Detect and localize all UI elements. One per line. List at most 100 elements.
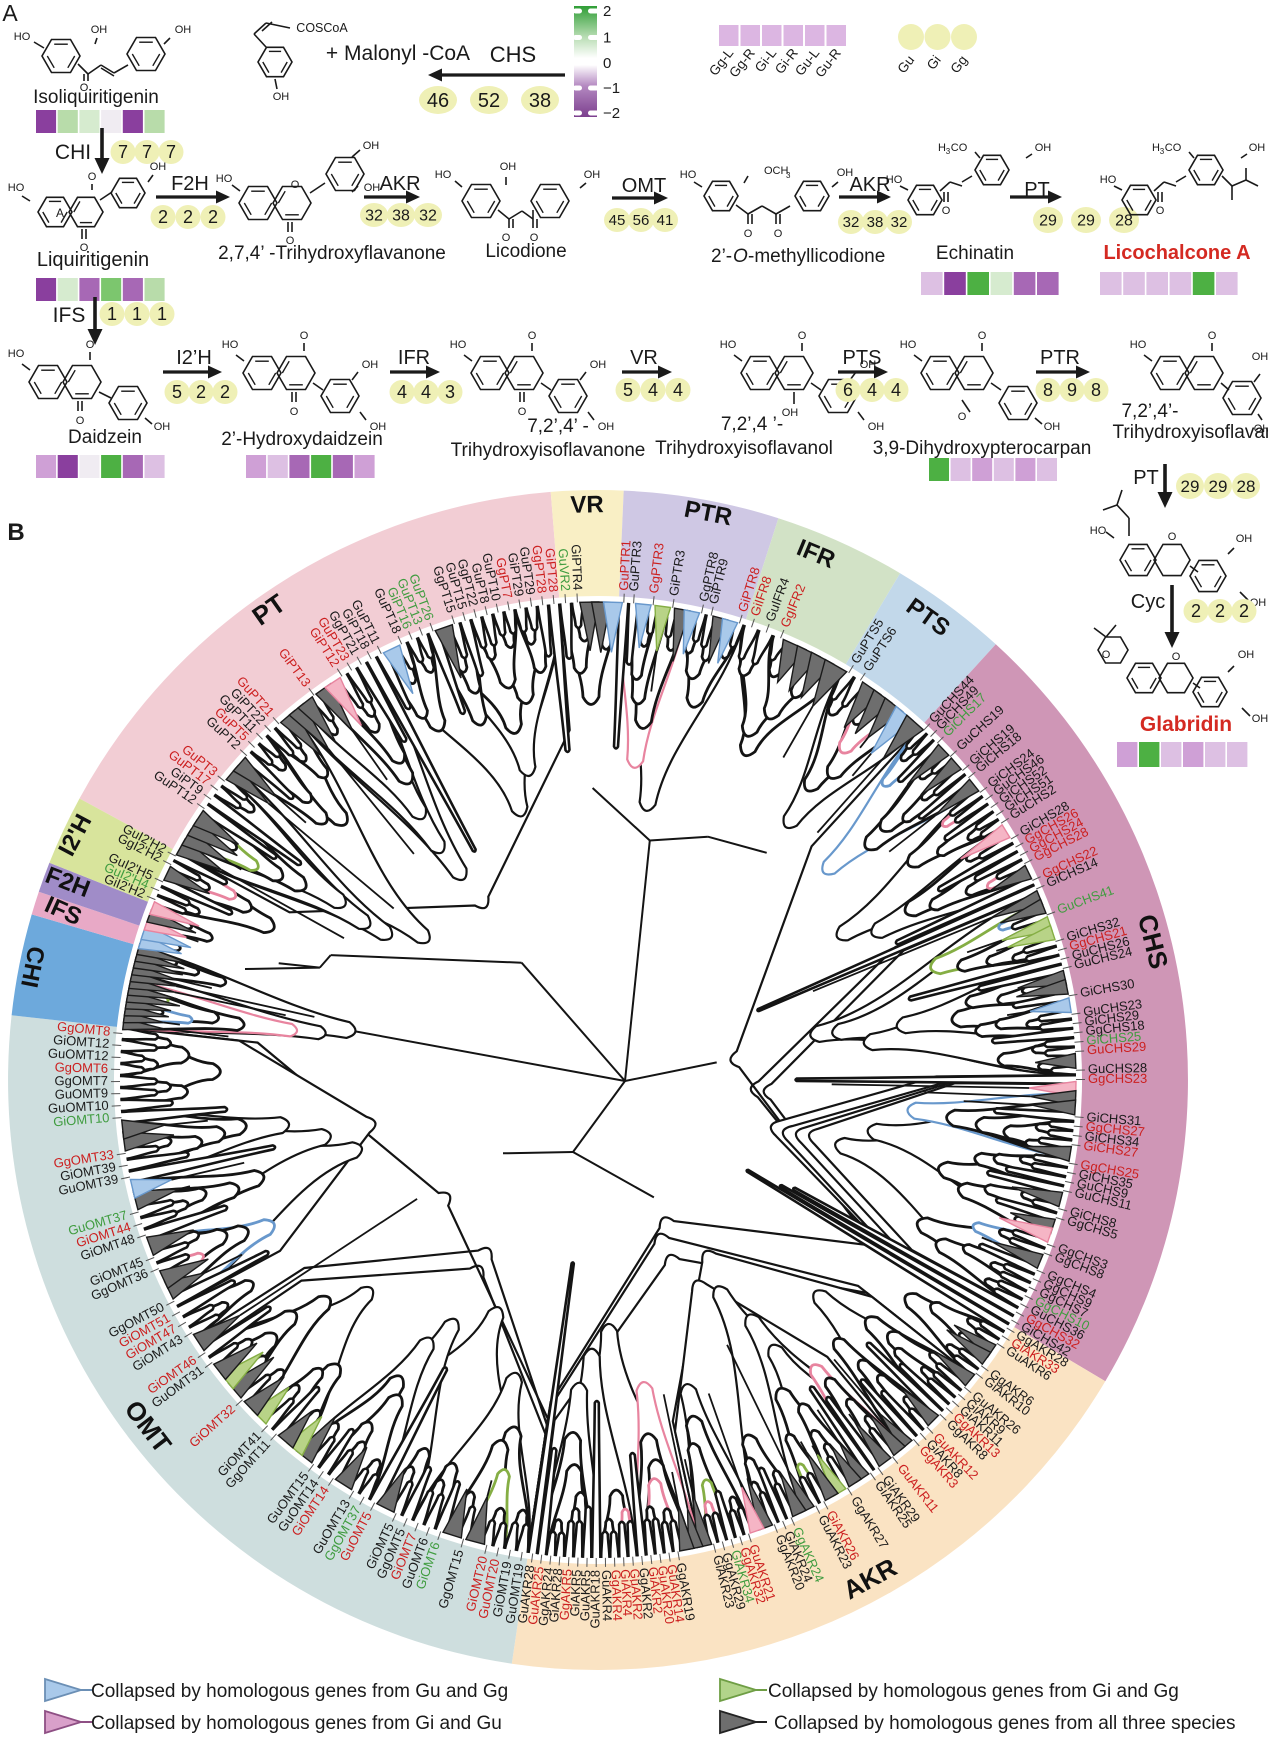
svg-text:32: 32 (891, 214, 908, 231)
svg-text:−2: −2 (603, 105, 620, 122)
svg-text:29: 29 (1181, 477, 1200, 496)
svg-text:A: A (2, 0, 18, 26)
svg-text:GiAKR5: GiAKR5 (567, 1569, 584, 1617)
svg-text:HO: HO (14, 31, 31, 43)
svg-text:H: H (938, 142, 946, 154)
svg-text:GuAKR18: GuAKR18 (587, 1570, 602, 1629)
svg-text:GiPT29: GiPT29 (505, 552, 527, 598)
svg-text:VR: VR (630, 347, 658, 369)
svg-text:OH: OH (1035, 142, 1052, 154)
svg-text:3: 3 (1160, 147, 1165, 156)
svg-text:GiAKR4: GiAKR4 (618, 1569, 636, 1617)
svg-text:GuAKR25: GuAKR25 (525, 1566, 547, 1626)
svg-text:29: 29 (1039, 212, 1057, 229)
svg-text:O: O (1172, 651, 1181, 663)
svg-text:6: 6 (843, 380, 853, 400)
svg-text:Isoliquiritigenin: Isoliquiritigenin (33, 87, 159, 108)
svg-text:GuOMT10: GuOMT10 (48, 1098, 109, 1116)
svg-text:GuPTR3: GuPTR3 (626, 540, 645, 592)
svg-text:GiOMT12: GiOMT12 (53, 1032, 110, 1051)
svg-text:PTS: PTS (843, 347, 882, 369)
svg-text:45: 45 (609, 212, 626, 229)
svg-text:5: 5 (623, 380, 633, 400)
svg-text:O: O (528, 330, 537, 342)
svg-text:Trihydroxyisoflavanone: Trihydroxyisoflavanone (451, 440, 646, 461)
svg-text:9: 9 (1067, 380, 1077, 400)
svg-text:GuAKR5: GuAKR5 (577, 1570, 593, 1622)
svg-text:5: 5 (172, 382, 182, 402)
svg-text:OH: OH (590, 359, 607, 371)
svg-text:GiCHS29: GiCHS29 (1084, 1007, 1140, 1028)
svg-text:OH: OH (860, 359, 877, 371)
svg-text:O: O (290, 406, 299, 418)
svg-text:O: O (80, 242, 89, 254)
svg-text:Cyc: Cyc (1131, 591, 1165, 613)
svg-text:HO: HO (680, 169, 697, 181)
svg-text:CHS: CHS (490, 42, 536, 67)
svg-text:HO: HO (1130, 339, 1147, 351)
svg-text:32: 32 (843, 214, 860, 231)
svg-text:GiCHS25: GiCHS25 (1086, 1028, 1142, 1047)
svg-text:OH: OH (1254, 423, 1268, 435)
svg-text:IFS: IFS (53, 304, 86, 327)
svg-text:OH: OH (584, 169, 601, 181)
svg-text:HO: HO (1090, 525, 1107, 537)
svg-text:2: 2 (183, 207, 193, 227)
svg-text:GgOMT8: GgOMT8 (56, 1019, 111, 1039)
svg-text:F2H: F2H (171, 173, 209, 195)
svg-text:O: O (80, 82, 89, 94)
svg-text:O: O (942, 205, 951, 217)
svg-text:41: 41 (657, 212, 674, 229)
svg-text:8: 8 (1043, 380, 1053, 400)
svg-text:GgAKR4: GgAKR4 (608, 1569, 625, 1621)
svg-text:GiPTR4: GiPTR4 (568, 544, 585, 591)
svg-text:7,2’,4’ -: 7,2’,4’ - (527, 416, 589, 437)
svg-text:IFR: IFR (398, 347, 430, 369)
svg-text:O: O (744, 228, 753, 240)
svg-text:CO: CO (951, 142, 968, 154)
svg-text:GiCHS34: GiCHS34 (1084, 1128, 1140, 1149)
svg-text:OH: OH (1238, 649, 1255, 661)
svg-text:B: B (7, 519, 24, 546)
svg-text:GgOMT7: GgOMT7 (55, 1073, 109, 1088)
svg-text:GiOMT10: GiOMT10 (53, 1110, 110, 1129)
svg-text:56: 56 (633, 212, 650, 229)
svg-text:4: 4 (397, 382, 407, 402)
svg-text:OH: OH (1236, 533, 1253, 545)
svg-text:GgAKR24: GgAKR24 (535, 1567, 556, 1627)
svg-text:2,7,4’ -Trihydroxyflavanone: 2,7,4’ -Trihydroxyflavanone (218, 243, 446, 264)
svg-text:7: 7 (166, 142, 176, 162)
svg-text:Collapsed by homologous genes: Collapsed by homologous genes from all t… (774, 1713, 1236, 1734)
svg-text:GgCHS18: GgCHS18 (1085, 1017, 1145, 1038)
svg-text:Liquiritigenin: Liquiritigenin (37, 249, 149, 271)
svg-text:3: 3 (786, 171, 791, 180)
svg-text:COSCoA: COSCoA (296, 21, 348, 35)
svg-text:29: 29 (1077, 212, 1095, 229)
svg-text:O: O (1208, 330, 1217, 342)
svg-text:4: 4 (421, 382, 431, 402)
svg-text:GuCHS29: GuCHS29 (1087, 1039, 1147, 1057)
svg-text:-methyllicodione: -methyllicodione (748, 246, 885, 267)
svg-text:HO: HO (900, 339, 917, 351)
svg-text:1: 1 (157, 304, 167, 324)
svg-text:2: 2 (1191, 601, 1201, 621)
svg-text:OH: OH (362, 359, 379, 371)
svg-text:GiAKR28: GiAKR28 (546, 1568, 565, 1623)
svg-text:52: 52 (478, 90, 500, 112)
svg-text:OH: OH (598, 421, 615, 433)
svg-text:PT: PT (1133, 467, 1159, 489)
svg-text:OMT: OMT (622, 175, 666, 197)
svg-text:GgCHS27: GgCHS27 (1085, 1119, 1145, 1140)
svg-text:O: O (300, 330, 309, 342)
svg-text:HO: HO (450, 339, 467, 351)
svg-text:28: 28 (1115, 212, 1133, 229)
svg-text:OH: OH (273, 91, 290, 103)
svg-text:GgAKR5: GgAKR5 (557, 1569, 575, 1621)
svg-text:OH: OH (1252, 351, 1268, 363)
svg-text:O: O (86, 339, 95, 351)
svg-text:1: 1 (603, 30, 611, 47)
svg-text:GiPTR3: GiPTR3 (666, 549, 688, 597)
svg-text:OH: OH (91, 24, 108, 36)
svg-text:O: O (286, 235, 295, 247)
svg-text:GuCHS28: GuCHS28 (1088, 1060, 1148, 1076)
